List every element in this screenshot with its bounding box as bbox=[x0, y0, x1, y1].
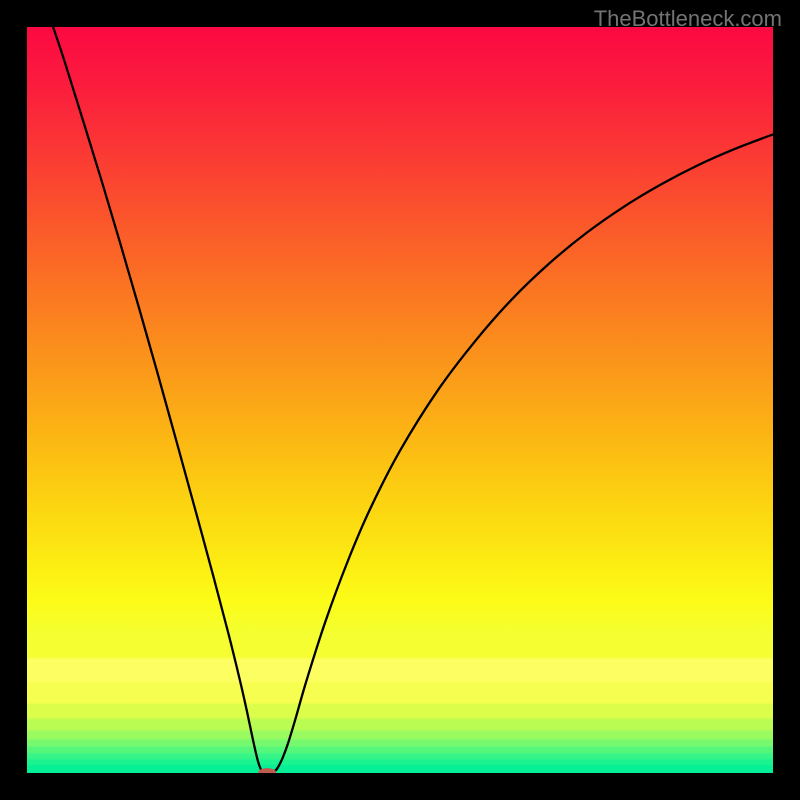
chart-container: TheBottleneck.com bbox=[0, 0, 800, 800]
watermark-text: TheBottleneck.com bbox=[594, 6, 782, 32]
bottleneck-curve bbox=[27, 27, 773, 773]
plot-area bbox=[27, 27, 773, 773]
